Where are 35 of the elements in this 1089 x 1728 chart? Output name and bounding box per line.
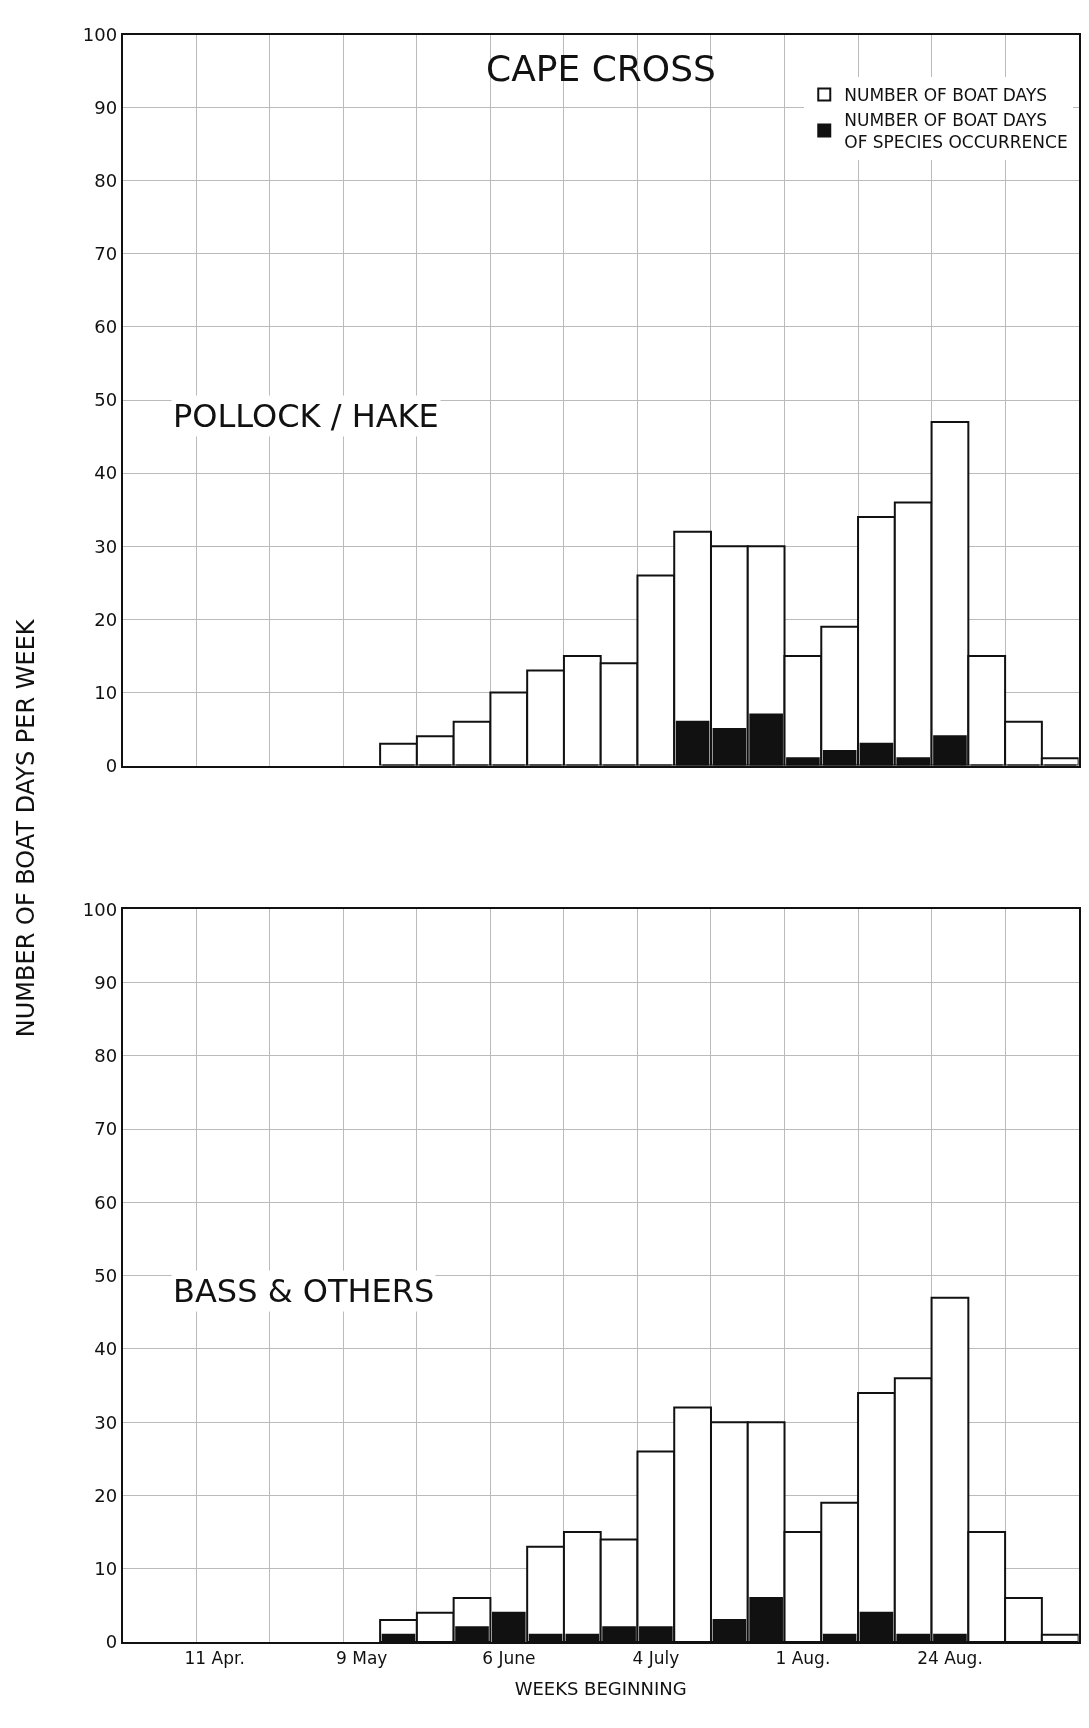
x-tick-label: 6 June	[482, 1648, 536, 1669]
x-tick-label: 9 May	[336, 1648, 388, 1669]
y-tick-label: 100	[82, 23, 118, 45]
y-tick-label: 50	[94, 1265, 118, 1286]
y-tick-label: 10	[94, 1558, 118, 1580]
x-tick-label: 24 Aug.	[917, 1648, 983, 1669]
y-tick-label: 20	[94, 608, 118, 630]
y-tick-label: 50	[94, 389, 118, 411]
y-tick-label: 60	[94, 316, 118, 338]
y-tick-label: 90	[94, 971, 118, 993]
x-tick-label: 1 Aug.	[775, 1648, 831, 1669]
legend-label: NUMBER OF BOAT DAYS	[844, 85, 1048, 106]
x-axis-title: WEEKS BEGINNING	[514, 1678, 687, 1700]
y-tick-label: 30	[94, 535, 118, 557]
y-tick-label: 20	[94, 1484, 118, 1506]
annotation: BASS & OTHERS	[173, 1272, 435, 1310]
x-tick-label: 11 Apr.	[184, 1648, 245, 1669]
y-tick-label: 90	[94, 97, 118, 118]
y-tick-label: 40	[94, 1338, 118, 1360]
annotation: POLLOCK / HAKE	[173, 397, 439, 435]
legend-label: NUMBER OF BOAT DAYS OF SPECIES OCCURRENCE	[844, 110, 1068, 153]
y-axis-title: NUMBER OF BOAT DAYS PER WEEK	[11, 618, 40, 1038]
y-tick-label: 30	[94, 1411, 118, 1433]
y-tick-label: 70	[94, 1118, 118, 1140]
y-tick-label: 40	[94, 462, 118, 484]
y-tick-label: 10	[94, 681, 118, 703]
y-tick-label: 100	[82, 898, 118, 920]
y-tick-label: 0	[105, 1631, 118, 1653]
chart-title: CAPE CROSS	[486, 48, 716, 89]
y-tick-label: 80	[94, 1045, 118, 1067]
x-tick-label: 4 July	[632, 1648, 680, 1669]
y-tick-label: 80	[94, 170, 118, 192]
y-tick-label: 70	[94, 243, 118, 265]
y-tick-label: 60	[94, 1191, 118, 1213]
y-tick-label: 0	[105, 754, 118, 776]
